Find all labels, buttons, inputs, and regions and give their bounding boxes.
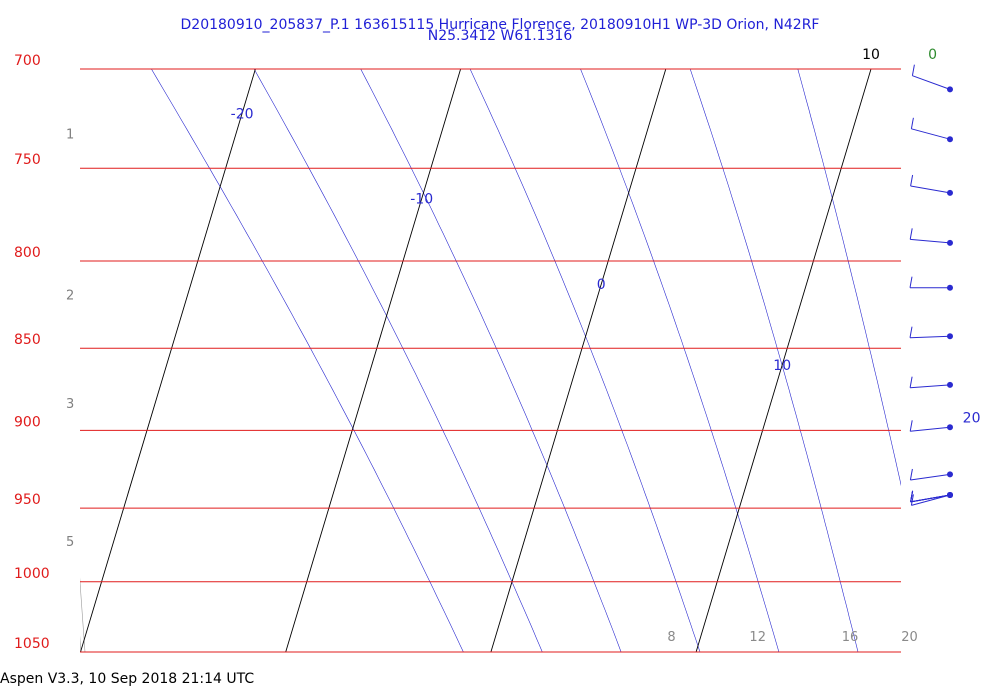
moist-adiabat bbox=[253, 69, 543, 652]
wind-barb-flag bbox=[909, 376, 913, 388]
dry-adiabat bbox=[0, 48, 13, 665]
chart-title: D20180910_205837_P.1 163615115 Hurricane… bbox=[181, 17, 820, 33]
wind-barb-flag bbox=[911, 64, 915, 76]
wind-barb-staff bbox=[911, 128, 951, 140]
isotherm-inner-label: 10 bbox=[773, 358, 791, 374]
wind-barb-staff bbox=[911, 494, 951, 506]
altitude-label: 2 bbox=[66, 289, 74, 304]
wind-barb-staff bbox=[910, 384, 951, 389]
moist-adiabat bbox=[797, 69, 901, 487]
pressure-label: 750 bbox=[14, 152, 41, 168]
pressure-label: 700 bbox=[14, 53, 41, 69]
wind-barb-flag bbox=[909, 420, 913, 432]
wind-barb-staff bbox=[909, 335, 951, 339]
wind-barb-dot bbox=[947, 471, 953, 478]
grid-layer bbox=[0, 48, 901, 665]
pressure-label: 900 bbox=[14, 414, 41, 430]
footer-timestamp: Aspen V3.3, 10 Sep 2018 21:14 UTC bbox=[0, 671, 254, 687]
wind-barb-flag bbox=[909, 228, 913, 240]
isotherm-inner-label: -10 bbox=[410, 192, 433, 208]
moist-adiabat bbox=[580, 69, 780, 652]
wind-barb-dot bbox=[947, 424, 953, 431]
moist-adiabat bbox=[360, 69, 622, 652]
wind-barb-dot bbox=[947, 381, 953, 388]
moist-adiabat bbox=[469, 69, 701, 652]
dry-adiabat-label: 8 bbox=[667, 630, 675, 645]
dry-adiabat bbox=[0, 48, 9, 665]
isotherm-inner-label: 0 bbox=[597, 277, 606, 293]
isotherm-top-label: 10 bbox=[862, 47, 880, 63]
isotherm-line bbox=[80, 69, 256, 652]
wind-barb-flag bbox=[909, 468, 913, 481]
mixing-ratio-line bbox=[0, 48, 5, 665]
pressure-label: 950 bbox=[14, 492, 41, 508]
pressure-label: 1050 bbox=[14, 636, 50, 652]
dry-adiabat-label: 16 bbox=[842, 630, 859, 645]
isotherm-line bbox=[285, 69, 462, 652]
isotherm-inner-label: 20 bbox=[963, 411, 981, 427]
mixing-ratio-line bbox=[5, 48, 11, 665]
wind-barbs bbox=[909, 64, 953, 506]
wind-barb-flag bbox=[910, 490, 914, 502]
moist-adiabat bbox=[151, 69, 464, 652]
pressure-label: 1000 bbox=[14, 566, 50, 582]
isotherm-line bbox=[695, 69, 872, 652]
wind-barb-flag bbox=[910, 174, 914, 187]
altitude-label: 5 bbox=[66, 535, 74, 550]
wind-barb-dot bbox=[947, 333, 953, 340]
wind-barb-flag bbox=[910, 494, 914, 506]
isotherm-line bbox=[490, 69, 667, 652]
wind-barb-staff bbox=[910, 185, 951, 194]
wind-barb-dot bbox=[947, 492, 953, 498]
dry-adiabat bbox=[0, 48, 1, 665]
altitude-label: 1 bbox=[66, 127, 74, 142]
pressure-label: 850 bbox=[14, 332, 41, 348]
pressure-label: 800 bbox=[14, 245, 41, 261]
mixing-ratio-label: 0 bbox=[928, 47, 937, 63]
wind-barb-dot bbox=[947, 284, 953, 291]
dry-adiabat bbox=[0, 48, 5, 665]
axis-labels: 70075080085090095010001050123510203040-2… bbox=[14, 47, 981, 652]
dry-adiabat-label: 12 bbox=[749, 630, 766, 645]
isotherm-inner-label: -20 bbox=[231, 107, 254, 123]
chart-subtitle: N25.3412 W61.1316 bbox=[428, 28, 573, 44]
wind-barb-dot bbox=[947, 189, 953, 196]
wind-barb-dot bbox=[947, 136, 953, 143]
isotherm-line bbox=[900, 651, 901, 652]
wind-barb-dot bbox=[947, 86, 953, 93]
wind-barb-flag bbox=[909, 326, 913, 338]
wind-barb-dot bbox=[947, 239, 953, 246]
wind-barb-staff bbox=[910, 473, 951, 481]
wind-barb-flag bbox=[909, 276, 913, 288]
wind-barb-staff bbox=[910, 494, 951, 503]
moist-adiabat bbox=[689, 69, 859, 652]
pressure-lines bbox=[80, 68, 901, 653]
wind-barb-staff bbox=[910, 238, 951, 244]
wind-barb-staff bbox=[910, 426, 951, 432]
wind-barb-flag bbox=[910, 117, 914, 129]
altitude-label: 3 bbox=[66, 397, 74, 412]
dry-adiabat-label: 20 bbox=[901, 630, 918, 645]
wind-barb-staff bbox=[912, 75, 951, 90]
